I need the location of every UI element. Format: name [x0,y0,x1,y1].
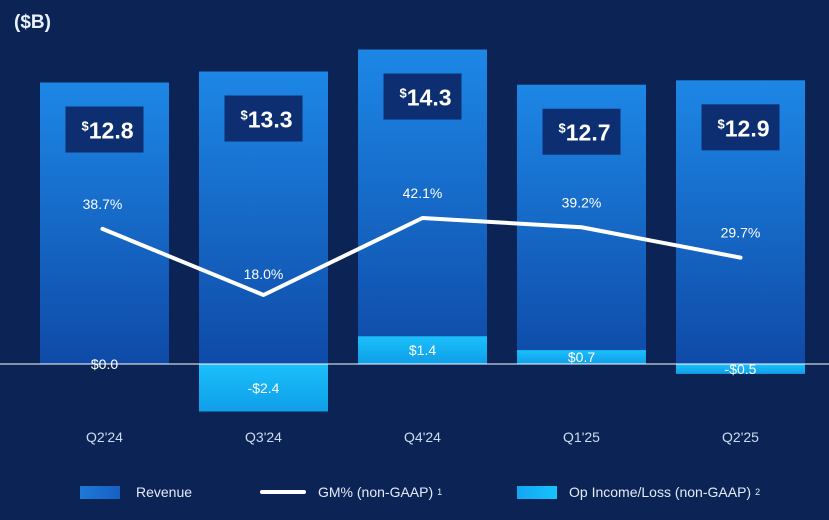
legend-item-revenue: Revenue [80,484,192,500]
op-income-data-label: -$0.5 [725,361,757,377]
gm-data-label: 42.1% [403,185,443,201]
x-tick-label: Q3'24 [245,429,282,445]
legend-swatch-gm [260,490,306,494]
revenue-data-label: $12.8 [82,118,134,144]
revenue-data-label: $12.9 [718,115,770,141]
legend-item-gm: GM% (non-GAAP) 1 [260,484,442,500]
gm-data-label: 38.7% [83,196,123,212]
legend-footnote-gm: 1 [437,487,443,497]
legend: Revenue GM% (non-GAAP) 1 Op Income/Loss … [0,476,829,510]
op-income-data-label: $1.4 [409,342,436,358]
op-income-data-label: $0.7 [568,349,595,365]
legend-footnote-op-income: 2 [755,487,761,497]
gm-data-label: 29.7% [721,225,761,241]
revenue-label-box [65,106,144,153]
op-income-bar [676,364,805,374]
legend-swatch-revenue [80,485,120,499]
op-income-data-label: -$2.4 [248,380,280,396]
op-income-bar [517,350,646,364]
legend-item-op-income: Op Income/Loss (non-GAAP) 2 [517,484,760,500]
legend-label-op-income: Op Income/Loss (non-GAAP) [569,484,752,500]
revenue-data-label: $13.3 [241,107,293,133]
legend-label-revenue: Revenue [136,484,193,500]
op-income-bar [199,364,328,412]
gm-data-label: 39.2% [562,194,602,210]
revenue-label-box [224,95,303,142]
revenue-data-label: $12.7 [559,120,611,146]
chart-plot: $12.8$0.0Q2'24$13.3-$2.4Q3'24$14.3$1.4Q4… [0,49,829,445]
gm-data-label: 18.0% [244,266,284,282]
revenue-label-box [383,73,462,120]
unit-label: ($B) [14,12,51,33]
legend-label-gm: GM% (non-GAAP) [318,484,434,500]
gm-line [100,216,743,297]
revenue-label-box [542,108,621,155]
x-tick-label: Q2'25 [722,429,759,445]
x-tick-label: Q4'24 [404,429,441,445]
x-tick-label: Q1'25 [563,429,600,445]
revenue-data-label: $14.3 [400,85,452,111]
legend-swatch-op-income [517,485,557,499]
x-tick-label: Q2'24 [86,429,123,445]
op-income-bar [358,336,487,364]
revenue-label-box [701,104,780,151]
